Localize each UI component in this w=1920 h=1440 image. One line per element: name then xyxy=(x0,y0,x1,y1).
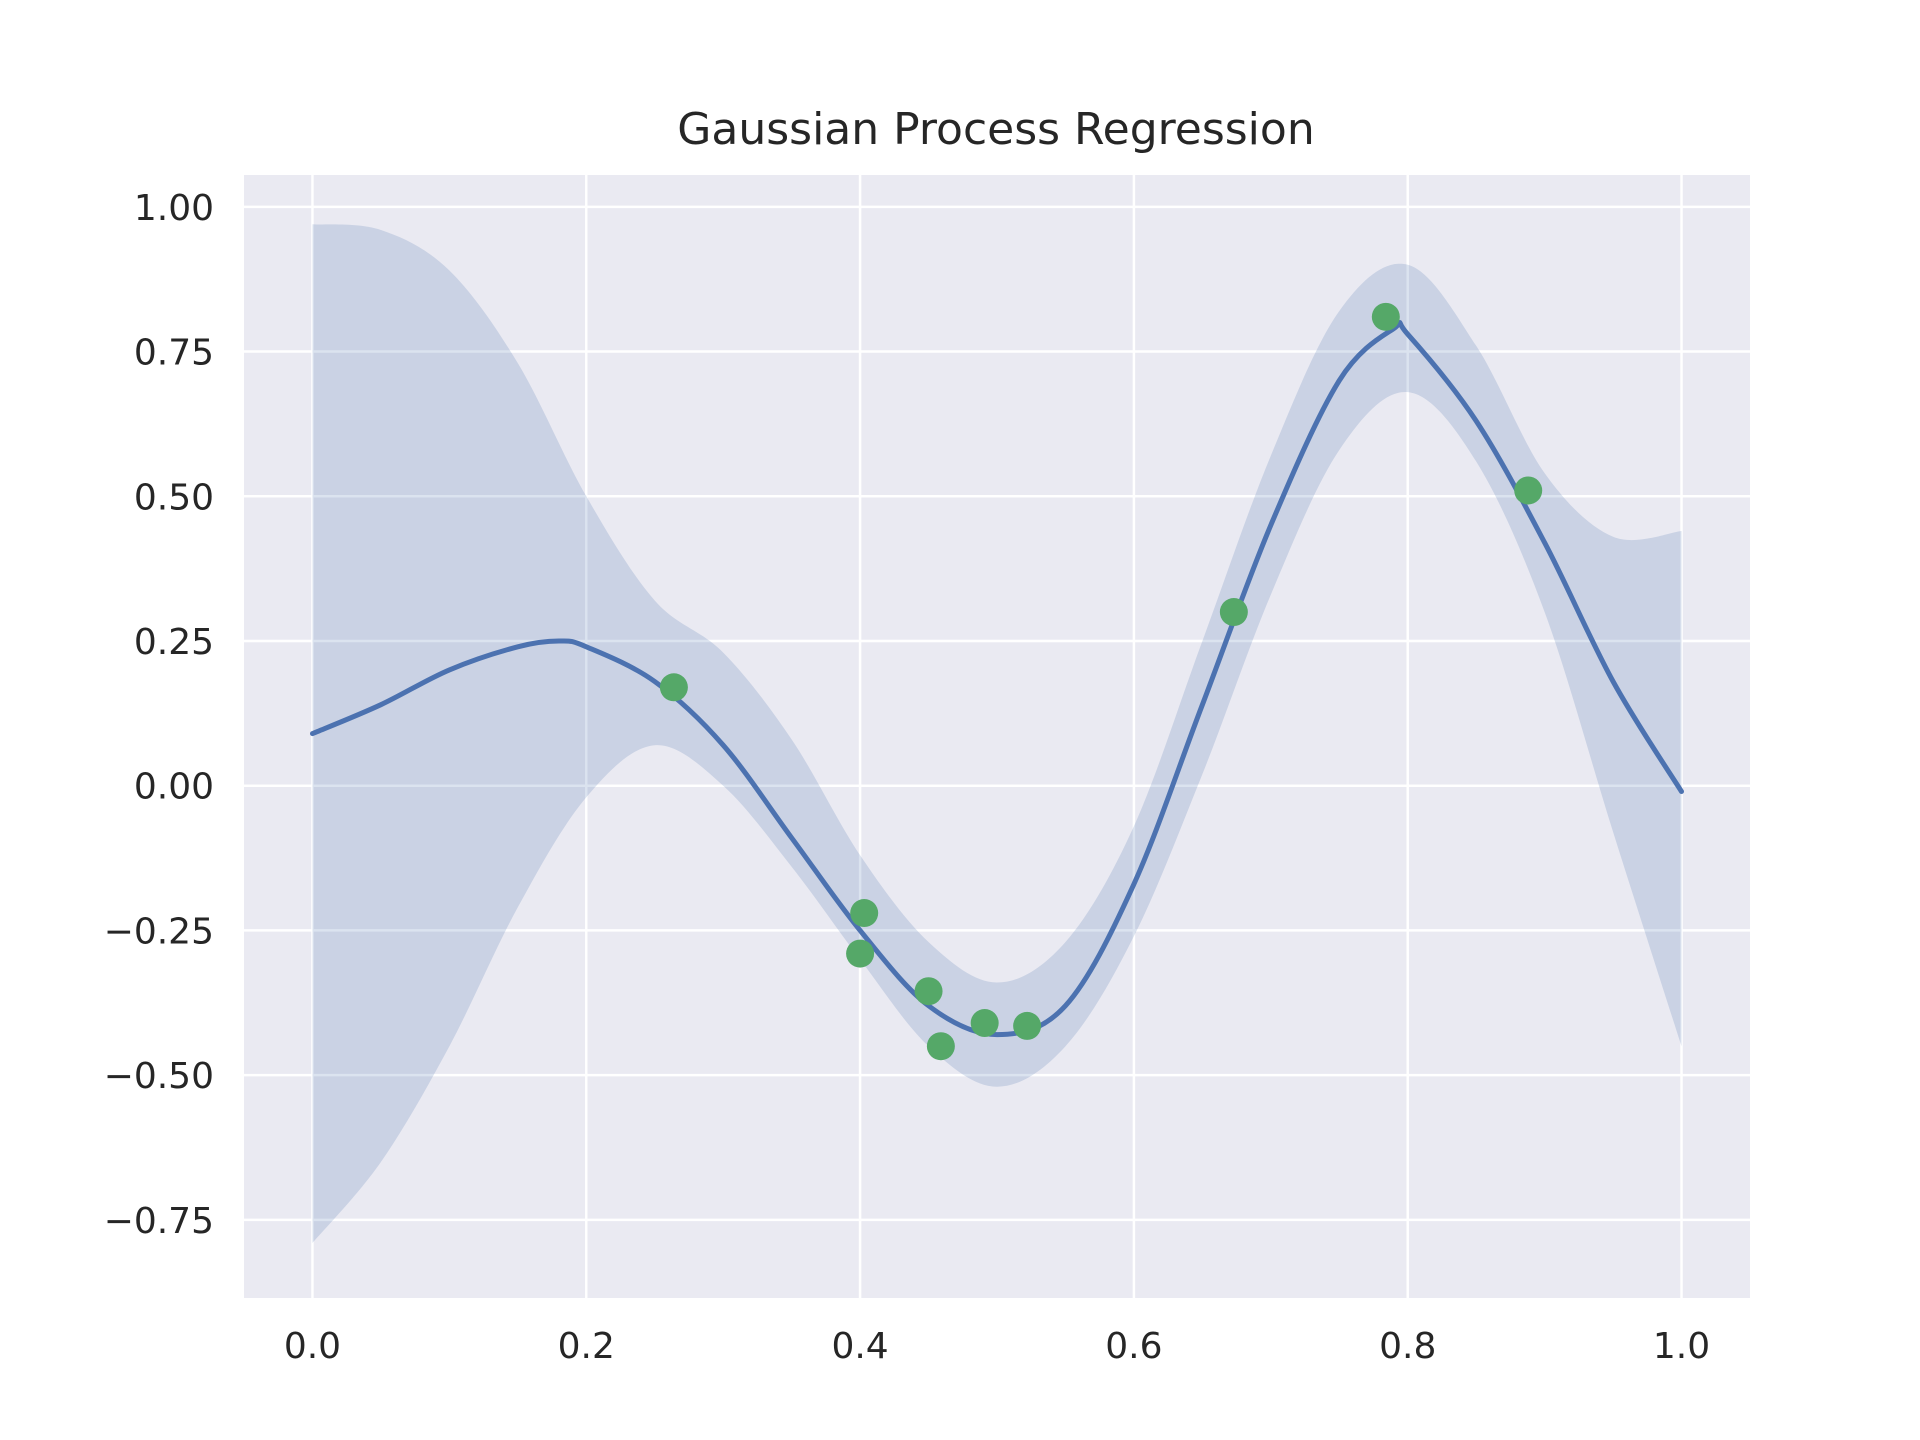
observation-point xyxy=(1514,476,1543,505)
x-tick-label: 0.8 xyxy=(1379,1326,1436,1367)
y-tick-label: 0.25 xyxy=(134,622,214,663)
y-tick-label: −0.75 xyxy=(104,1201,214,1242)
observation-points xyxy=(659,302,1543,1061)
x-tick-labels: 0.0 0.2 0.4 0.6 0.8 1.0 xyxy=(284,1326,1710,1367)
y-tick-label: −0.50 xyxy=(104,1056,214,1097)
observation-point xyxy=(659,673,688,702)
observation-point xyxy=(1219,598,1248,627)
observation-point xyxy=(850,899,879,928)
y-tick-label: 0.50 xyxy=(134,477,214,518)
observation-point xyxy=(970,1009,999,1038)
y-tick-label: 0.00 xyxy=(134,767,214,808)
grid-lines xyxy=(244,175,1750,1298)
x-tick-label: 0.4 xyxy=(831,1326,888,1367)
x-tick-label: 0.0 xyxy=(284,1326,341,1367)
observation-point xyxy=(926,1032,955,1061)
x-tick-label: 0.2 xyxy=(558,1326,615,1367)
mean-prediction-line xyxy=(310,320,1684,1038)
x-tick-label: 0.6 xyxy=(1105,1326,1162,1367)
y-tick-label: −0.25 xyxy=(104,911,214,952)
x-tick-label: 1.0 xyxy=(1653,1326,1710,1367)
observation-point xyxy=(914,977,943,1006)
observation-point xyxy=(1371,302,1400,331)
observation-point xyxy=(846,939,875,968)
plot-background xyxy=(244,175,1750,1298)
observation-point xyxy=(1013,1011,1042,1040)
y-tick-labels: 1.00 0.75 0.50 0.25 0.00 −0.25 −0.50 −0.75 xyxy=(104,188,214,1242)
confidence-band xyxy=(312,224,1682,1243)
y-tick-label: 1.00 xyxy=(134,188,214,229)
chart-title: Gaussian Process Regression xyxy=(677,104,1314,155)
y-tick-label: 0.75 xyxy=(134,333,214,374)
